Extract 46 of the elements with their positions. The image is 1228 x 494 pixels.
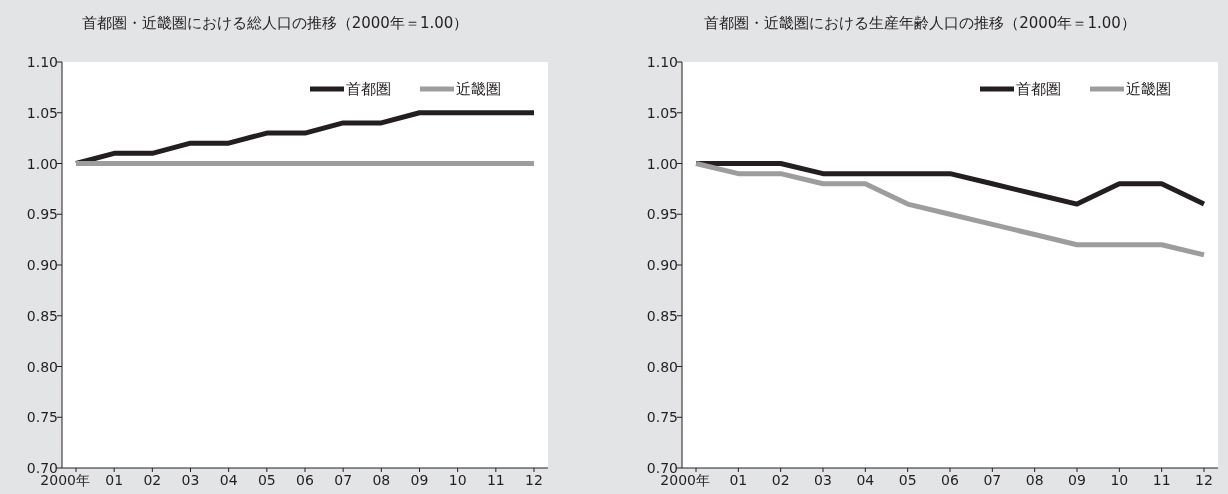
y-tick-label: 0.95: [26, 206, 58, 223]
y-tick-label: 0.75: [646, 409, 678, 426]
x-tick-label: 11: [486, 472, 505, 488]
y-tick-label: 1.05: [26, 104, 58, 121]
x-tick-label: 04: [219, 472, 238, 488]
y-tick-label: 0.95: [646, 206, 678, 223]
x-tick-label: 12: [525, 472, 543, 488]
x-tick-label: 11: [1152, 472, 1171, 488]
chart-title: 首都圏・近畿圏における総人口の推移（2000年＝1.00）: [81, 14, 469, 32]
y-tick-label: 0.75: [26, 409, 58, 426]
legend-label: 近畿圏: [456, 80, 501, 98]
legend-label: 首都圏: [1016, 80, 1061, 98]
x-tick-label: 08: [1025, 472, 1044, 488]
y-tick-label: 0.80: [26, 358, 58, 375]
x-tick-label: 06: [296, 472, 314, 488]
x-tick-label: 05: [898, 472, 917, 488]
y-tick-label: 1.00: [26, 155, 58, 172]
chart-title: 首都圏・近畿圏における生産年齢人口の推移（2000年＝1.00）: [704, 14, 1136, 32]
x-tick-label: 02: [143, 472, 162, 488]
y-tick-label: 0.80: [646, 358, 678, 375]
x-tick-label: 09: [1068, 472, 1086, 488]
legend-label: 近畿圏: [1126, 80, 1171, 98]
x-tick-label: 01: [729, 472, 748, 488]
y-tick-label: 1.00: [646, 155, 678, 172]
x-tick-label: 07: [983, 472, 1002, 488]
x-tick-label: 08: [372, 472, 391, 488]
x-tick-label: 06: [941, 472, 959, 488]
x-tick-label: 02: [771, 472, 790, 488]
x-tick-label: 03: [181, 472, 200, 488]
y-tick-label: 0.90: [26, 257, 58, 273]
x-tick-label: 10: [448, 472, 467, 488]
y-tick-label: 1.10: [26, 54, 58, 70]
x-tick-label: 12: [1195, 472, 1213, 488]
x-tick-label: 09: [410, 472, 429, 488]
y-tick-label: 1.10: [646, 54, 678, 70]
x-tick-label: 07: [334, 472, 353, 488]
x-tick-label: 03: [814, 472, 832, 488]
y-tick-label: 1.05: [646, 104, 678, 121]
x-tick-label: 10: [1110, 472, 1129, 488]
x-tick-label: 01: [105, 472, 124, 488]
y-tick-label: 0.85: [26, 307, 58, 324]
y-tick-label: 0.90: [646, 257, 678, 273]
x-tick-label: 04: [856, 472, 875, 488]
x-tick-label: 05: [257, 472, 276, 488]
y-tick-label: 0.85: [646, 307, 678, 324]
legend-label: 首都圏: [346, 80, 391, 98]
